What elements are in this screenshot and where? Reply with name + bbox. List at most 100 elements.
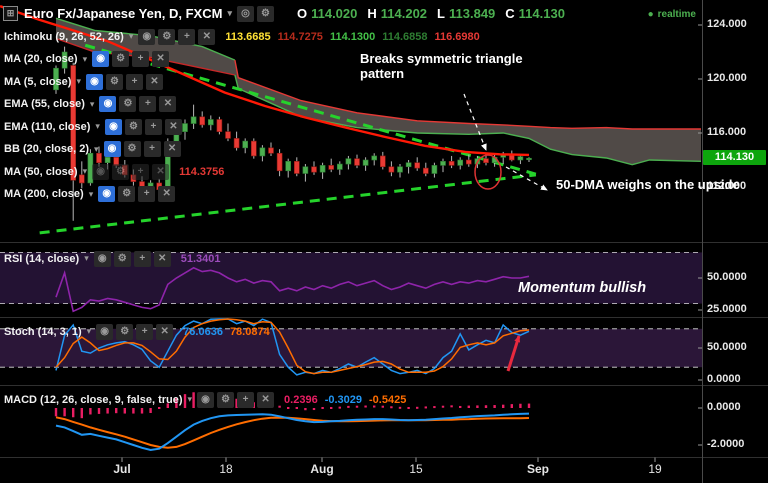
indicator-value: 114.6858: [382, 30, 428, 43]
rsi-axis-label: 50.0000: [707, 271, 747, 283]
indicator-label[interactable]: BB (20, close, 2): [4, 143, 89, 155]
close-icon[interactable]: ✕: [257, 391, 275, 408]
add-icon[interactable]: +: [125, 73, 143, 90]
indicator-value: 76.0636: [183, 325, 223, 338]
settings-icon[interactable]: ⚙: [112, 51, 130, 67]
add-icon[interactable]: +: [138, 186, 156, 202]
settings-icon[interactable]: ⚙: [158, 28, 176, 45]
chevron-down-icon[interactable]: ▾: [128, 31, 134, 41]
triangle-arrow: [463, 93, 487, 151]
price-axis-label: 120.000: [707, 72, 747, 84]
layout-icon[interactable]: ⊞: [3, 5, 18, 21]
indicator-label[interactable]: Stoch (14, 3, 1): [4, 325, 82, 338]
annotation-triangle-break[interactable]: Breaks symmetric triangle pattern: [360, 51, 523, 82]
indicator-label[interactable]: MA (50, close): [4, 165, 78, 178]
close-icon[interactable]: ✕: [159, 96, 177, 112]
settings-icon[interactable]: ⚙: [116, 323, 134, 340]
visibility-icon[interactable]: ◉: [92, 163, 110, 180]
realtime-dot-icon: ●: [647, 9, 654, 20]
visibility-icon[interactable]: ◉: [104, 118, 122, 135]
add-icon[interactable]: +: [143, 141, 161, 157]
chevron-down-icon[interactable]: ▾: [84, 253, 89, 263]
settings-icon[interactable]: ⚙: [256, 6, 274, 22]
add-icon[interactable]: +: [136, 323, 154, 340]
indicator-value: 114.1300: [329, 30, 376, 43]
indicator-value: -0.3029: [324, 393, 363, 406]
time-axis-label: Jul: [113, 462, 131, 476]
visibility-icon[interactable]: ◉: [98, 186, 116, 202]
chevron-down-icon[interactable]: ▾: [187, 394, 193, 404]
annotation-50dma[interactable]: 50-DMA weighs on the upside: [556, 177, 740, 192]
indicator-value: 78.0874: [229, 325, 270, 338]
settings-icon[interactable]: ⚙: [217, 391, 235, 408]
indicator-label[interactable]: MACD (12, 26, close, 9, false, true): [4, 393, 183, 406]
macd-axis-label: 0.0000: [707, 401, 741, 413]
settings-icon[interactable]: ⚙: [123, 141, 141, 157]
ohlc-label: C: [505, 5, 515, 21]
close-icon[interactable]: ✕: [156, 323, 174, 340]
close-icon[interactable]: ✕: [198, 28, 216, 45]
chevron-down-icon[interactable]: ▾: [86, 326, 92, 336]
symbol-title[interactable]: Euro Fx/Japanese Yen, D, FXCM: [24, 5, 223, 21]
chevron-down-icon[interactable]: ▾: [88, 188, 94, 199]
add-icon[interactable]: +: [178, 28, 196, 45]
add-icon[interactable]: +: [139, 96, 157, 112]
close-icon[interactable]: ✕: [145, 73, 163, 90]
time-axis-label: Aug: [310, 462, 334, 476]
add-icon[interactable]: +: [132, 51, 150, 67]
compare-icon[interactable]: ◎: [236, 6, 254, 22]
close-icon[interactable]: ✕: [152, 163, 170, 180]
chevron-down-icon[interactable]: ▾: [76, 76, 81, 86]
add-icon[interactable]: +: [133, 250, 151, 267]
indicator-label[interactable]: EMA (110, close): [4, 120, 91, 133]
visibility-icon[interactable]: ◉: [85, 73, 103, 90]
settings-icon[interactable]: ⚙: [124, 118, 142, 135]
indicator-label[interactable]: RSI (14, close): [4, 252, 80, 265]
chevron-down-icon[interactable]: ▾: [93, 143, 99, 154]
ohlc-value: 113.849: [449, 5, 496, 21]
indicator-value: -0.5425: [369, 393, 407, 406]
ohlc-value: 114.020: [311, 5, 358, 21]
chevron-down-icon[interactable]: ▾: [82, 166, 88, 176]
price-axis-label: 116.000: [707, 126, 747, 138]
visibility-icon[interactable]: ◉: [96, 323, 114, 340]
settings-icon[interactable]: ⚙: [105, 73, 123, 90]
indicator-label[interactable]: EMA (55, close): [4, 98, 85, 110]
overlay-row: MA (200, close) ▾ ◉ ⚙ + ✕: [4, 186, 178, 203]
indicator-value: 114.3756: [179, 165, 225, 178]
annotation-momentum[interactable]: Momentum bullish: [518, 280, 647, 296]
macd-axis-label: -2.0000: [707, 438, 745, 450]
visibility-icon[interactable]: ◉: [93, 250, 111, 267]
close-icon[interactable]: ✕: [153, 250, 171, 267]
indicator-label[interactable]: MA (5, close): [4, 75, 72, 88]
visibility-icon[interactable]: ◉: [99, 96, 117, 112]
settings-icon[interactable]: ⚙: [118, 186, 136, 202]
indicator-label[interactable]: Ichimoku (9, 26, 52, 26): [4, 30, 124, 43]
visibility-icon[interactable]: ◉: [92, 51, 110, 67]
indicator-label[interactable]: MA (20, close): [4, 53, 78, 65]
chevron-down-icon[interactable]: ▾: [82, 53, 88, 64]
indicator-label[interactable]: MA (200, close): [4, 188, 84, 200]
ichimoku-cloud: [56, 18, 701, 165]
visibility-icon[interactable]: ◉: [138, 28, 156, 45]
chevron-down-icon[interactable]: ▾: [227, 7, 232, 18]
realtime-status: ● realtime: [648, 9, 696, 20]
chevron-down-icon[interactable]: ▾: [89, 98, 95, 109]
close-icon[interactable]: ✕: [163, 141, 181, 157]
chevron-down-icon[interactable]: ▾: [95, 121, 100, 131]
settings-icon[interactable]: ⚙: [119, 96, 137, 112]
close-icon[interactable]: ✕: [164, 118, 182, 135]
add-icon[interactable]: +: [237, 391, 255, 408]
stoch-k-line: [55, 318, 530, 376]
add-icon[interactable]: +: [132, 163, 150, 180]
indicator-value: 116.6980: [434, 30, 480, 43]
close-icon[interactable]: ✕: [158, 186, 176, 202]
visibility-icon[interactable]: ◉: [103, 141, 121, 157]
close-icon[interactable]: ✕: [152, 51, 170, 67]
macd-line: [55, 412, 530, 452]
settings-icon[interactable]: ⚙: [112, 163, 130, 180]
settings-icon[interactable]: ⚙: [113, 250, 131, 267]
visibility-icon[interactable]: ◉: [197, 391, 215, 408]
add-icon[interactable]: +: [144, 118, 162, 135]
overlay-row: BB (20, close, 2) ▾ ◉ ⚙ + ✕: [4, 141, 184, 158]
